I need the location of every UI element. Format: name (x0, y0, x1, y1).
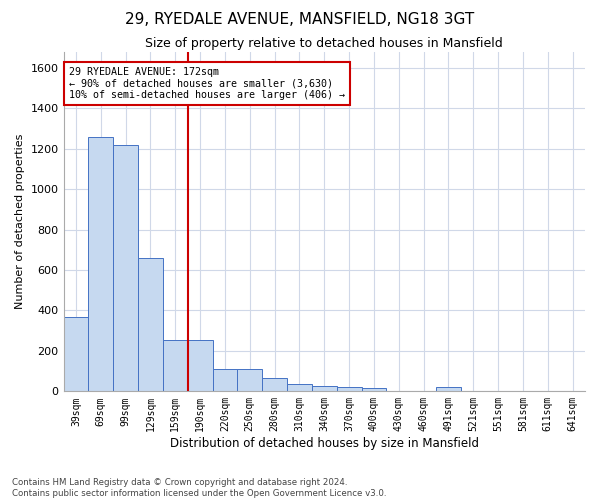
Bar (436, 388, 461, 392)
Bar (88, 136, 113, 392)
Bar (64, 316, 88, 392)
Text: 29 RYEDALE AVENUE: 172sqm
← 90% of detached houses are smaller (3,630)
10% of se: 29 RYEDALE AVENUE: 172sqm ← 90% of detac… (69, 67, 345, 100)
Bar (188, 340, 212, 392)
Bar (262, 378, 287, 392)
Bar (312, 386, 337, 392)
X-axis label: Distribution of detached houses by size in Mansfield: Distribution of detached houses by size … (170, 437, 479, 450)
Bar (113, 144, 138, 392)
Bar (287, 384, 312, 392)
Bar (163, 340, 188, 392)
Bar (138, 258, 163, 392)
Text: 29, RYEDALE AVENUE, MANSFIELD, NG18 3GT: 29, RYEDALE AVENUE, MANSFIELD, NG18 3GT (125, 12, 475, 28)
Bar (337, 388, 362, 392)
Bar (362, 388, 386, 392)
Bar (238, 369, 262, 392)
Title: Size of property relative to detached houses in Mansfield: Size of property relative to detached ho… (145, 38, 503, 51)
Bar (212, 369, 238, 392)
Text: Contains HM Land Registry data © Crown copyright and database right 2024.
Contai: Contains HM Land Registry data © Crown c… (12, 478, 386, 498)
Y-axis label: Number of detached properties: Number of detached properties (15, 134, 25, 309)
